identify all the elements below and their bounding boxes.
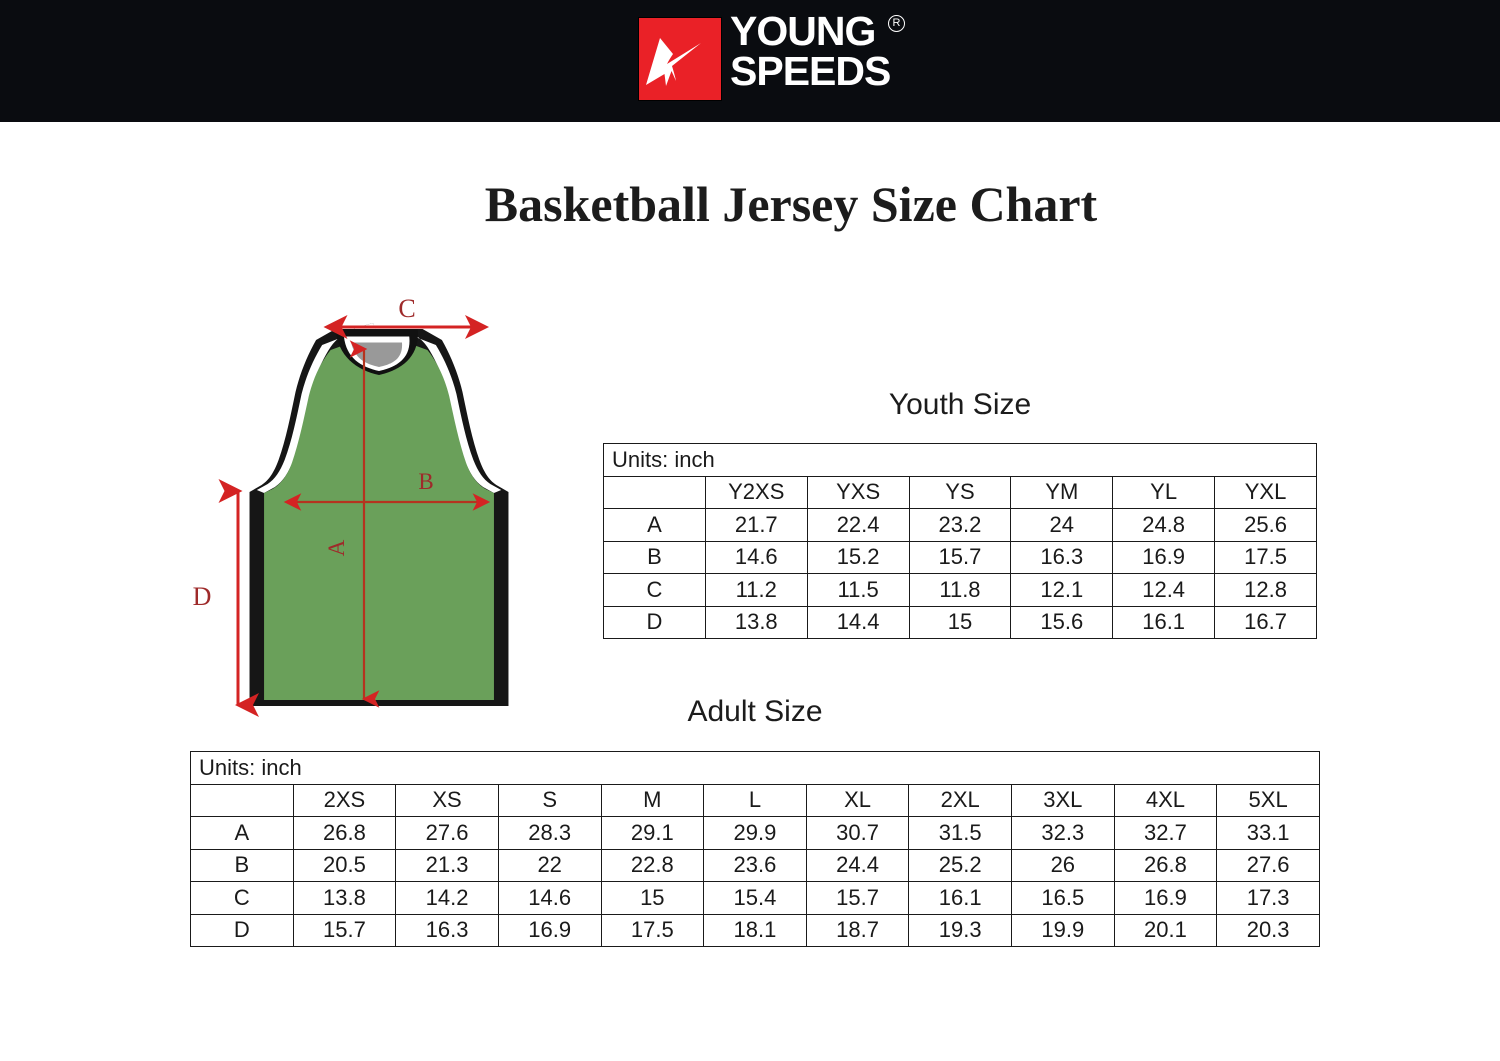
svg-text:D: D: [193, 582, 212, 611]
svg-text:B: B: [418, 469, 433, 494]
svg-text:C: C: [398, 294, 415, 323]
svg-text:A: A: [324, 539, 349, 556]
